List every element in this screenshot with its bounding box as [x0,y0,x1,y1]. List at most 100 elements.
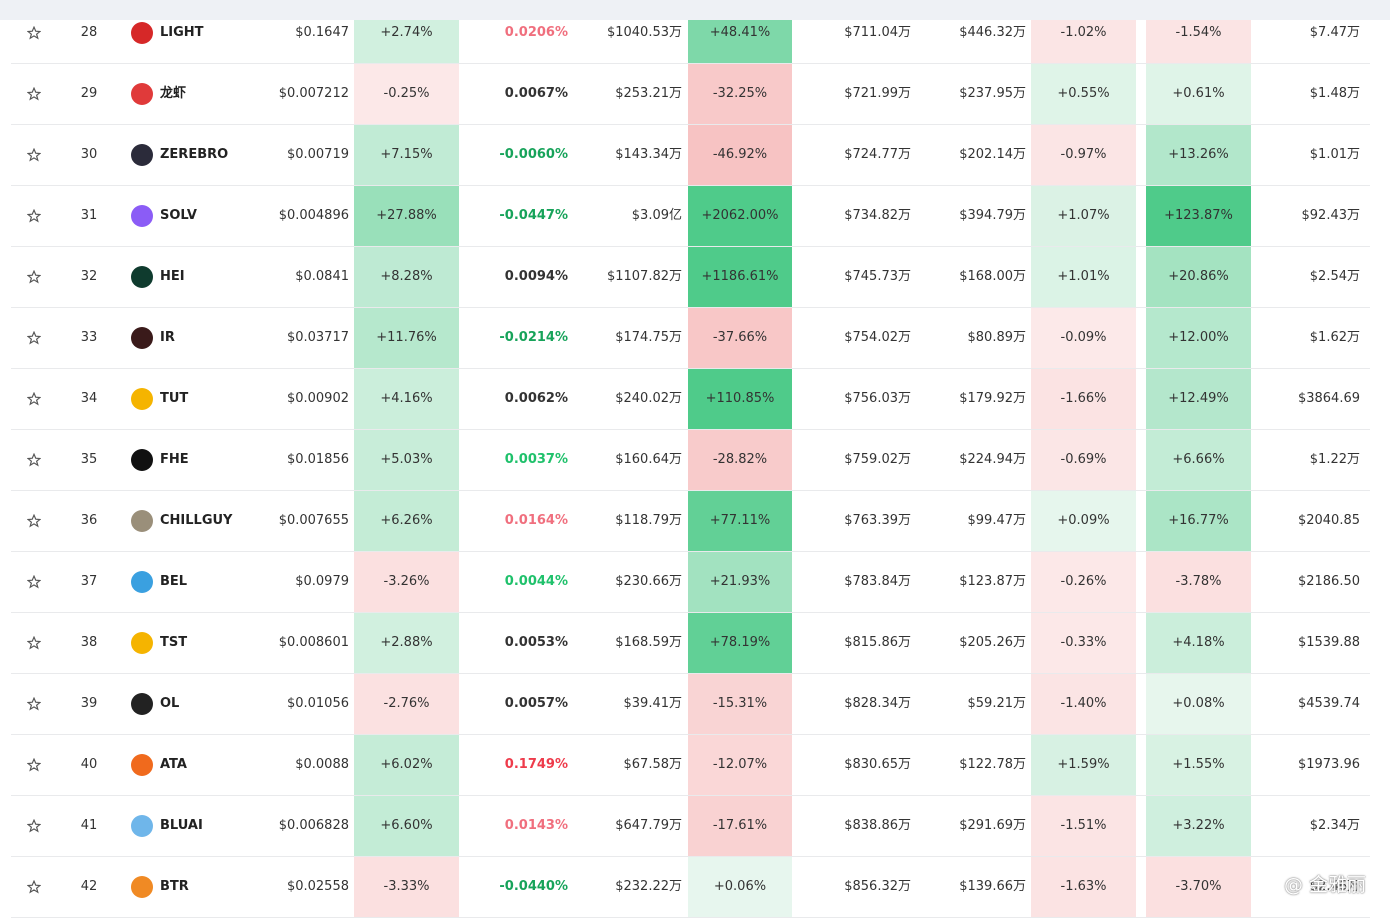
star-icon [26,635,42,650]
coin-name[interactable]: ZEREBRO [160,147,229,162]
table-row[interactable]: +6.26% +77.11% +0.09% +16.77% 36 CHILLGUY $0.0… [11,491,1370,552]
change-cell: +110.85% [688,369,792,429]
table-row[interactable]: -2.76% -15.31% -1.40% +0.08% 39 OL $0.01056 0.0… [11,674,1370,735]
coin-name[interactable]: CHILLGUY [160,513,233,528]
coin-name[interactable]: BTR [160,879,189,894]
favorite-star[interactable] [26,186,43,246]
change-cell: +2.88% [354,613,459,673]
change-cell: -32.25% [688,64,792,124]
watermark: @ 金雅丽 [1284,874,1367,896]
change-cell: -3.78% [1146,552,1251,612]
favorite-star[interactable] [26,3,43,63]
coin-icon [131,83,153,105]
coin-name[interactable]: LIGHT [160,25,204,40]
change-cell: +4.18% [1146,613,1251,673]
metric-b: $179.92万 [959,391,1026,406]
table-row[interactable]: -3.33% +0.06% -1.63% -3.70% 42 BTR $0.02558 -0.… [11,857,1370,918]
value: $4539.74 [1297,696,1360,711]
coin-icon [131,571,153,593]
coin-icon [131,205,153,227]
coin-name[interactable]: ATA [160,757,187,772]
rank: 33 [80,330,98,345]
change-cell: +78.19% [688,613,792,673]
table-row[interactable]: +5.03% -28.82% -0.69% +6.66% 35 FHE $0.01856 0.… [11,430,1370,491]
volume: $240.02万 [615,391,682,406]
change-cell: +12.49% [1146,369,1251,429]
favorite-star[interactable] [26,125,43,185]
favorite-star[interactable] [26,552,43,612]
metric-b: $237.95万 [959,86,1026,101]
volume: $230.66万 [615,574,682,589]
metric-a: $783.84万 [844,574,911,589]
favorite-star[interactable] [26,491,43,551]
star-icon [26,574,42,589]
funding-rate: 0.0053% [504,635,568,650]
table-row[interactable]: +6.02% -12.07% +1.59% +1.55% 40 ATA $0.0088 0.1… [11,735,1370,796]
coin-name[interactable]: HEI [160,269,185,284]
value: $2.54万 [1309,269,1360,284]
coin-name[interactable]: TST [160,635,188,650]
metric-b: $59.21万 [967,696,1027,711]
price: $0.1647 [295,25,349,40]
price: $0.01056 [286,696,349,711]
metric-a: $828.34万 [844,696,911,711]
change-cell: +2062.00% [688,186,792,246]
table-row[interactable]: -0.25% -32.25% +0.55% +0.61% 29 龙虾 $0.007212 0.… [11,64,1370,125]
table-row[interactable]: +4.16% +110.85% -1.66% +12.49% 34 TUT $0.00902… [11,369,1370,430]
table-row[interactable]: +6.60% -17.61% -1.51% +3.22% 41 BLUAI $0.00682… [11,796,1370,857]
favorite-star[interactable] [26,674,43,734]
star-icon [26,269,42,284]
price: $0.00719 [286,147,349,162]
favorite-star[interactable] [26,430,43,490]
coin-name[interactable]: OL [160,696,180,711]
price: $0.0979 [295,574,349,589]
favorite-star[interactable] [26,857,43,917]
value: $1.01万 [1309,147,1360,162]
volume: $253.21万 [615,86,682,101]
star-icon [26,452,42,467]
favorite-star[interactable] [26,247,43,307]
coin-name[interactable]: BEL [160,574,188,589]
coin-name[interactable]: SOLV [160,208,197,223]
rank: 38 [80,635,98,650]
table-row[interactable]: +7.15% -46.92% -0.97% +13.26% 30 ZEREBRO $0.00… [11,125,1370,186]
table-row[interactable]: -3.26% +21.93% -0.26% -3.78% 37 BEL $0.0979 0.0… [11,552,1370,613]
value: $2186.50 [1297,574,1360,589]
star-icon [26,330,42,345]
metric-a: $815.86万 [844,635,911,650]
value: $3864.69 [1297,391,1360,406]
table-row[interactable]: +8.28% +1186.61% +1.01% +20.86% 32 HEI $0.0841… [11,247,1370,308]
change-cell: -46.92% [688,125,792,185]
funding-rate: -0.0060% [499,147,568,162]
change-cell: +5.03% [354,430,459,490]
metric-b: $446.32万 [959,25,1026,40]
coin-name[interactable]: IR [160,330,175,345]
coin-icon [131,327,153,349]
value: $1.48万 [1309,86,1360,101]
funding-rate: 0.0037% [504,452,568,467]
change-cell: +0.08% [1146,674,1251,734]
metric-a: $838.86万 [844,818,911,833]
rank: 39 [80,696,98,711]
table-row[interactable]: +11.76% -37.66% -0.09% +12.00% 33 IR $0.03717 -… [11,308,1370,369]
coin-name[interactable]: 龙虾 [160,86,187,101]
coin-name[interactable]: BLUAI [160,818,203,833]
favorite-star[interactable] [26,308,43,368]
favorite-star[interactable] [26,735,43,795]
change-cell: -0.97% [1031,125,1136,185]
table-row[interactable]: +27.88% +2062.00% +1.07% +123.87% 31 SOLV $0.0… [11,186,1370,247]
favorite-star[interactable] [26,796,43,856]
funding-rate: -0.0440% [499,879,568,894]
favorite-star[interactable] [26,64,43,124]
favorite-star[interactable] [26,613,43,673]
change-cell: +1186.61% [688,247,792,307]
volume: $1107.82万 [606,269,682,284]
favorite-star[interactable] [26,369,43,429]
table-row[interactable]: +2.88% +78.19% -0.33% +4.18% 38 TST $0.008601 0… [11,613,1370,674]
funding-rate: -0.0447% [499,208,568,223]
volume: $647.79万 [615,818,682,833]
coin-name[interactable]: FHE [160,452,189,467]
coin-name[interactable]: TUT [160,391,189,406]
change-cell: +21.93% [688,552,792,612]
metric-b: $122.78万 [959,757,1026,772]
